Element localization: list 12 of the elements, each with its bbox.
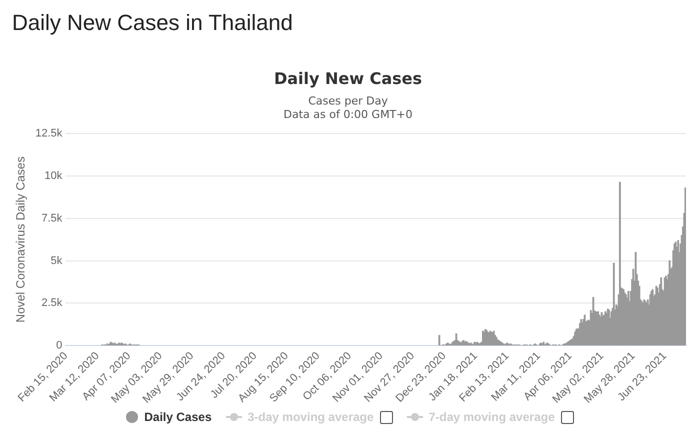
legend-label: Daily Cases	[144, 410, 212, 424]
y-tick-label: 0	[56, 340, 62, 352]
y-tick-label: 2.5k	[42, 297, 63, 310]
chart-title: Daily New Cases in Thailand	[12, 10, 293, 36]
y-tick-label: 10k	[44, 170, 63, 182]
y-tick-label: 12.5k	[35, 128, 63, 140]
y-tick-label: 7.5k	[42, 212, 63, 224]
text: Data as of 0:00 GMT+0	[284, 108, 412, 121]
y-axis-title: Novel Coronavirus Daily Cases	[14, 156, 28, 323]
text: Cases per Day	[308, 94, 388, 108]
y-tick-label: 5k	[50, 254, 63, 267]
chart-subtitle: Daily New Cases	[274, 68, 422, 88]
